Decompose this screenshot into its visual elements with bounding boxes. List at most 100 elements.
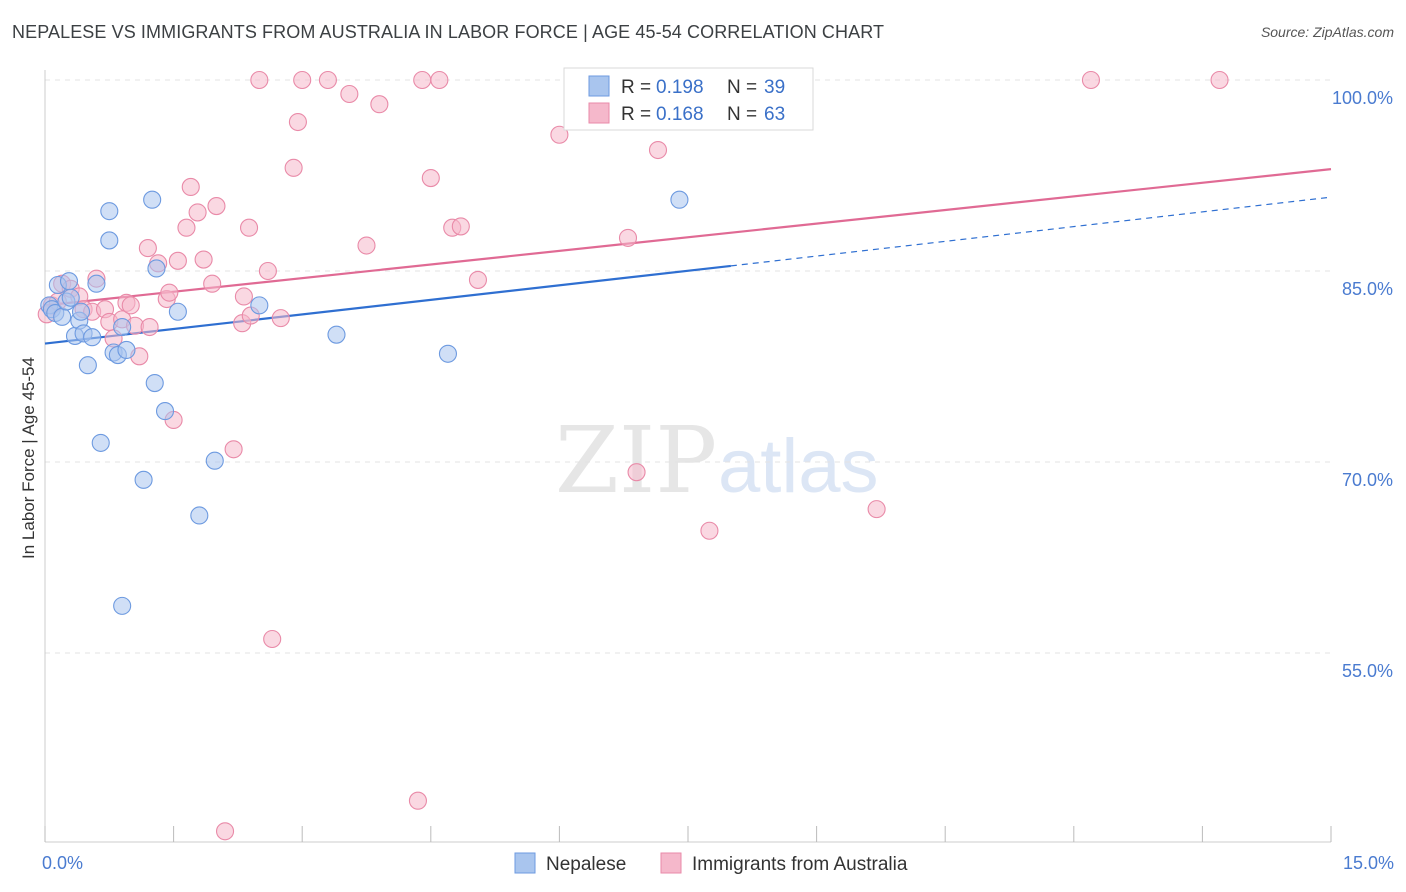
point-nepalese (143, 190, 162, 209)
point-australia (318, 70, 337, 90)
point-australia (250, 70, 269, 90)
point-australia (215, 822, 235, 841)
bottom-legend: Nepalese Immigrants from Australia (514, 852, 908, 875)
point-australia (867, 500, 886, 519)
point-nepalese (71, 302, 91, 321)
legend-n-label-1: N = (727, 77, 757, 98)
point-australia (207, 197, 226, 216)
point-australia (627, 463, 646, 482)
point-nepalese (78, 356, 97, 375)
point-australia (421, 168, 440, 188)
point-nepalese (87, 274, 106, 293)
trend-lines (44, 168, 1332, 345)
point-australia (188, 203, 207, 222)
y-tick-label: 100.0% (1332, 88, 1393, 108)
point-australia (550, 125, 569, 144)
bottom-legend-swatch-australia[interactable] (660, 852, 682, 874)
point-nepalese (83, 328, 102, 347)
point-nepalese (670, 190, 689, 209)
point-australia (700, 521, 719, 540)
point-australia (288, 112, 307, 132)
point-australia (451, 217, 470, 236)
legend-r-value-2: 0.168 (656, 104, 704, 125)
point-nepalese (155, 402, 175, 421)
trend-line-nepalese-extrapolated (730, 196, 1332, 267)
point-australia (177, 218, 196, 237)
point-australia (271, 309, 290, 328)
point-nepalese (59, 272, 79, 291)
x-tick-label-min: 0.0% (42, 853, 83, 873)
legend-swatch-nepalese (588, 75, 610, 97)
point-nepalese (117, 340, 136, 359)
point-australia (408, 791, 427, 810)
point-nepalese (438, 344, 457, 363)
point-australia (181, 177, 200, 197)
point-australia (263, 629, 282, 649)
point-australia (1210, 70, 1229, 90)
points-layer (37, 70, 1229, 841)
y-tick-label: 55.0% (1342, 661, 1393, 681)
x-tick-label-max: 15.0% (1343, 853, 1394, 873)
point-nepalese (134, 470, 153, 489)
point-australia (121, 296, 140, 315)
point-australia (293, 70, 312, 90)
point-australia (258, 261, 277, 281)
point-nepalese (190, 506, 209, 525)
point-australia (138, 239, 157, 258)
chart-title: NEPALESE VS IMMIGRANTS FROM AUSTRALIA IN… (12, 22, 885, 42)
point-australia (648, 140, 668, 160)
gridlines (45, 79, 1331, 654)
point-nepalese (205, 451, 224, 470)
legend-n-value-1: 39 (764, 77, 785, 98)
point-australia (357, 236, 376, 255)
point-australia (618, 228, 638, 247)
point-nepalese (91, 433, 110, 452)
legend-box: R = 0.198 N = 39 R = 0.168 N = 63 (563, 67, 814, 131)
legend-r-label-2: R = (621, 104, 651, 125)
point-nepalese (145, 374, 164, 393)
point-australia (430, 70, 449, 90)
point-australia (413, 70, 432, 90)
point-australia (1081, 70, 1100, 90)
point-australia (340, 84, 359, 104)
x-axis (44, 70, 1332, 843)
point-australia (203, 274, 222, 293)
legend-r-value-1: 0.198 (656, 77, 704, 98)
legend-n-label-2: N = (727, 104, 757, 125)
point-nepalese (113, 596, 132, 615)
point-nepalese (61, 288, 80, 307)
point-australia (224, 440, 243, 459)
bottom-legend-label-nepalese[interactable]: Nepalese (546, 854, 626, 875)
point-nepalese (147, 259, 166, 278)
y-tick-labels: 55.0% 70.0% 85.0% 100.0% (1332, 88, 1393, 681)
point-australia (140, 317, 159, 337)
point-nepalese (327, 325, 346, 344)
point-australia (168, 251, 187, 270)
point-australia (239, 218, 259, 237)
point-australia (284, 158, 303, 177)
trend-line-nepalese (44, 264, 731, 345)
point-nepalese (250, 296, 269, 315)
y-axis-label: In Labor Force | Age 45-54 (19, 357, 38, 559)
trend-line-australia (44, 168, 1332, 307)
watermark-atlas: atlas (718, 424, 879, 509)
legend-swatch-australia (588, 102, 610, 124)
point-australia (234, 287, 253, 306)
bottom-legend-label-australia[interactable]: Immigrants from Australia (692, 854, 908, 875)
point-nepalese (53, 307, 72, 326)
point-australia (160, 283, 179, 302)
point-australia (370, 95, 389, 114)
y-tick-label: 85.0% (1342, 279, 1393, 299)
source-label: Source: ZipAtlas.com (1260, 24, 1394, 40)
y-tick-label: 70.0% (1342, 470, 1393, 490)
watermark-zip: ZIP (555, 407, 717, 514)
legend-n-value-2: 63 (764, 104, 785, 125)
bottom-legend-swatch-nepalese[interactable] (514, 852, 536, 874)
point-australia (468, 270, 488, 289)
point-nepalese (168, 302, 187, 321)
point-nepalese (113, 317, 132, 337)
legend-r-label-1: R = (621, 77, 651, 98)
point-australia (194, 250, 213, 269)
point-nepalese (100, 202, 119, 221)
